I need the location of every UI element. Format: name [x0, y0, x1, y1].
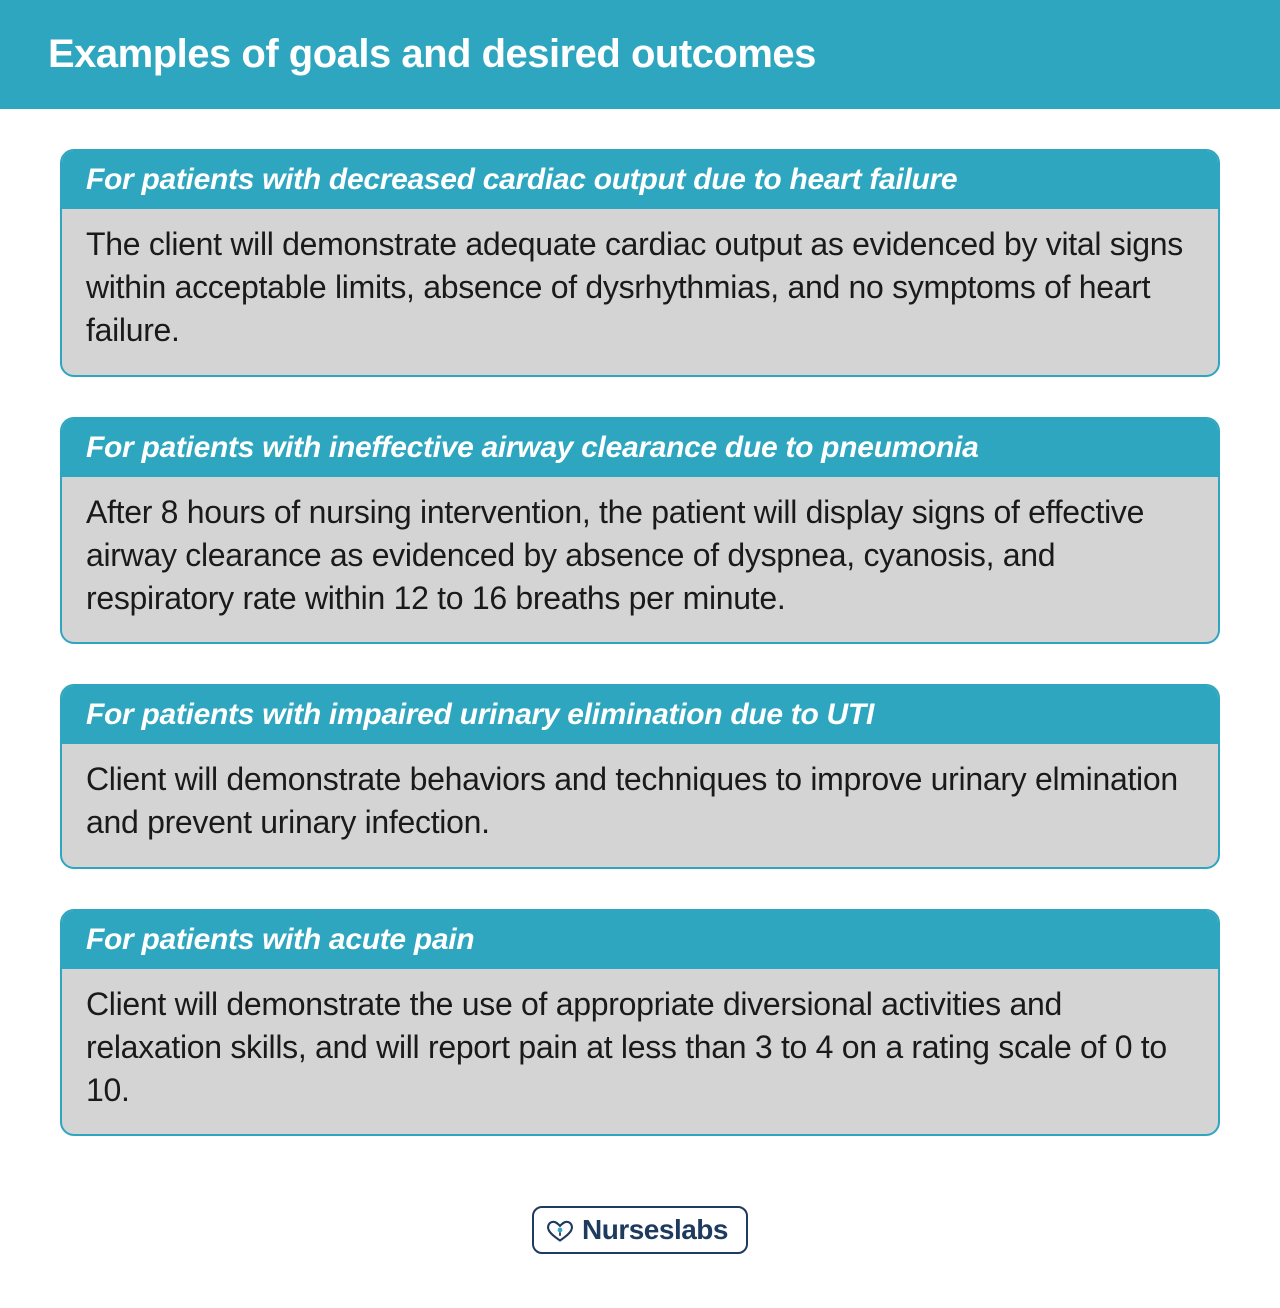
goal-card: For patients with decreased cardiac outp…	[60, 149, 1220, 377]
heart-stethoscope-icon	[546, 1216, 574, 1244]
goal-card: For patients with ineffective airway cle…	[60, 417, 1220, 645]
goal-card-header: For patients with impaired urinary elimi…	[62, 686, 1218, 744]
page-title: Examples of goals and desired outcomes	[48, 32, 816, 76]
footer: Nurseslabs	[0, 1196, 1280, 1294]
goal-card-header: For patients with decreased cardiac outp…	[62, 151, 1218, 209]
goal-card-body: After 8 hours of nursing intervention, t…	[62, 477, 1218, 643]
goal-card-header: For patients with acute pain	[62, 911, 1218, 969]
content-area: For patients with decreased cardiac outp…	[0, 109, 1280, 1196]
goal-card-header: For patients with ineffective airway cle…	[62, 419, 1218, 477]
goal-card-body: The client will demonstrate adequate car…	[62, 209, 1218, 375]
brand-logo: Nurseslabs	[532, 1206, 748, 1254]
page-header: Examples of goals and desired outcomes	[0, 0, 1280, 109]
goal-card-body: Client will demonstrate behaviors and te…	[62, 744, 1218, 866]
brand-name: Nurseslabs	[582, 1214, 728, 1246]
goal-card-body: Client will demonstrate the use of appro…	[62, 969, 1218, 1135]
goal-card: For patients with impaired urinary elimi…	[60, 684, 1220, 868]
goal-card: For patients with acute pain Client will…	[60, 909, 1220, 1137]
